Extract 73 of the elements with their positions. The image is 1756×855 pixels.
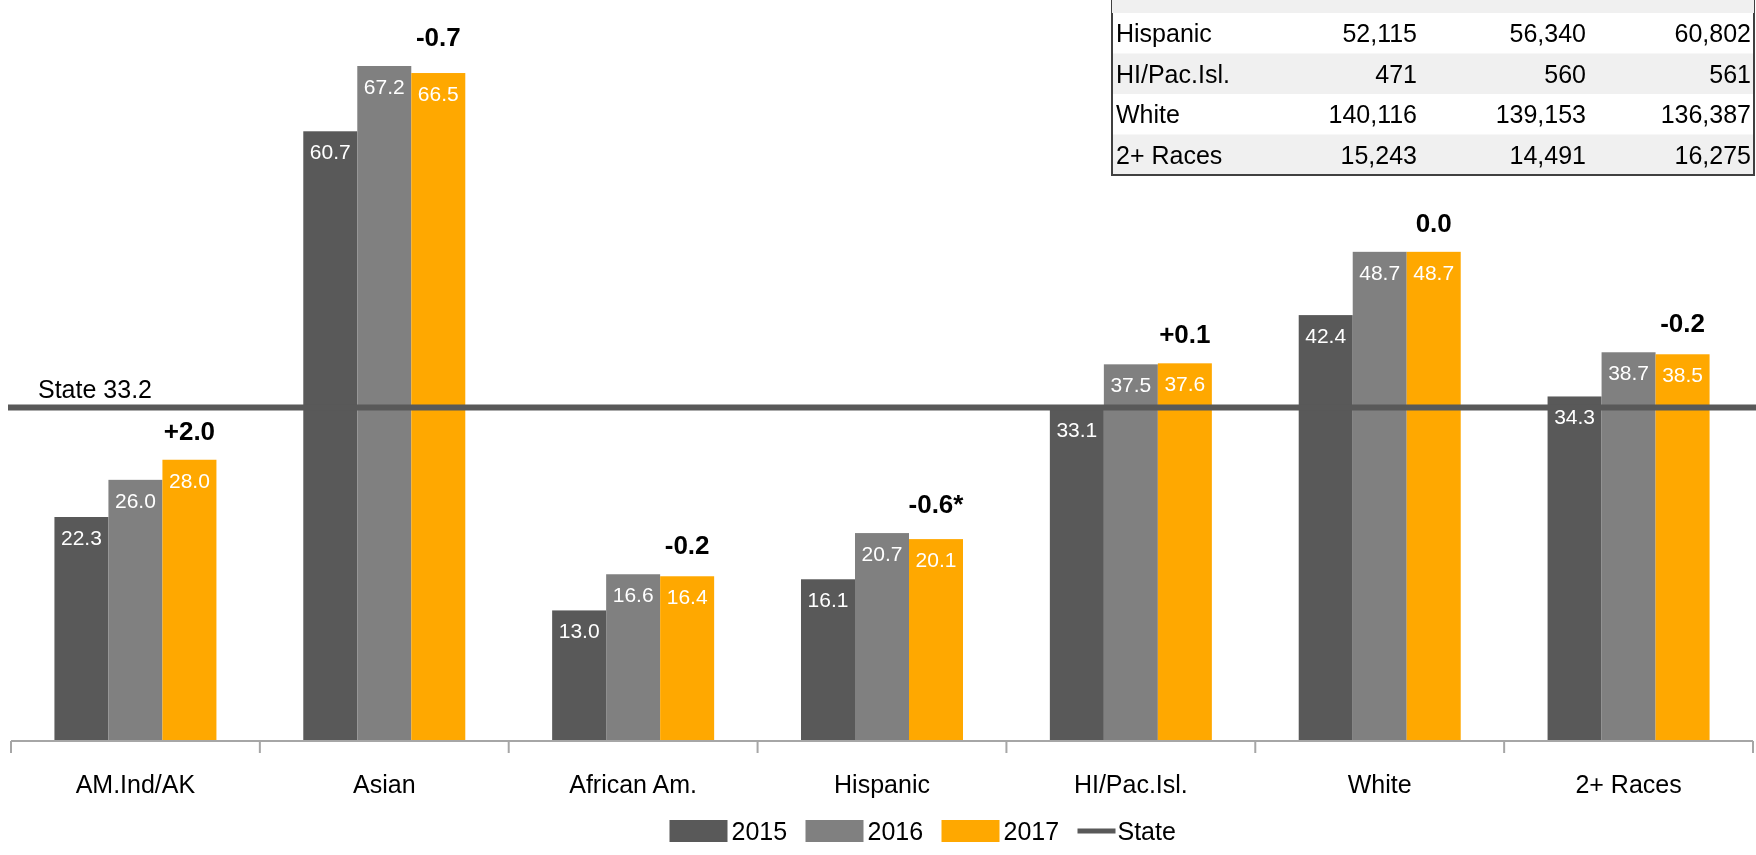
data-label: 60.7 <box>309 140 351 164</box>
x-tick-label: Hispanic <box>834 770 930 798</box>
x-tick-label: AM.Ind/AK <box>75 770 196 798</box>
text: 52,115 <box>1342 19 1417 48</box>
data-label: 37.5 <box>1110 373 1152 397</box>
data-label: 33.1 <box>1056 417 1098 441</box>
data-label: 13.0 <box>558 619 600 643</box>
x-tick-label: Asian <box>353 770 416 798</box>
annotation: White <box>1116 100 1180 129</box>
x-tick-label: HI/Pac.Isl. <box>1073 770 1188 798</box>
text: -0.7 <box>415 22 461 52</box>
annotation: -0.2 <box>1660 308 1705 339</box>
text: 56,340 <box>1509 19 1586 48</box>
data-label: 28.0 <box>168 468 210 492</box>
legend-label: State <box>1117 817 1176 845</box>
annotation: 140,116 <box>1328 100 1417 129</box>
bar <box>1103 364 1158 741</box>
data-label: 16.1 <box>807 588 849 612</box>
legend-label: 2017 <box>1003 817 1060 845</box>
annotation: 561 <box>1709 59 1751 88</box>
bar <box>801 579 855 741</box>
data-label: 38.5 <box>1662 363 1704 387</box>
text: 60,802 <box>1674 19 1751 48</box>
data-label: 34.3 <box>1554 405 1596 429</box>
data-label: 22.3 <box>60 526 102 549</box>
annotation: State 33.2 <box>38 374 152 403</box>
data-label: 48.7 <box>1413 260 1455 284</box>
annotation: 2+ Races <box>1116 140 1223 169</box>
bar <box>552 610 607 741</box>
annotation: 560 <box>1544 59 1586 88</box>
data-label: 16.6 <box>612 583 654 607</box>
annotation: -0.6* <box>908 489 965 520</box>
annotation: 471 <box>1375 59 1417 88</box>
annotation: +2.0 <box>163 415 216 446</box>
bar <box>1406 251 1461 741</box>
bar <box>1601 352 1656 741</box>
annotation: -0.2 <box>664 530 710 561</box>
annotation: 139,153 <box>1495 100 1586 129</box>
legend-label: 2015 <box>731 817 788 845</box>
data-label: 66.5 <box>417 82 459 106</box>
bar <box>660 576 715 741</box>
bar <box>855 533 909 741</box>
data-label: 42.4 <box>1305 324 1347 348</box>
x-tick-label: 2+ Races <box>1575 770 1682 798</box>
text: Hispanic <box>1116 19 1212 48</box>
data-label: 16.4 <box>666 585 708 609</box>
bar <box>411 73 466 741</box>
data-label: 67.2 <box>363 75 405 98</box>
annotation: 136,387 <box>1660 100 1751 129</box>
annotation: 15,243 <box>1340 140 1417 169</box>
annotation: +0.1 <box>1159 319 1211 350</box>
bar <box>162 459 217 741</box>
bar <box>1352 251 1407 741</box>
data-label: 26.0 <box>114 488 156 512</box>
bar <box>909 539 963 741</box>
annotation: 16,275 <box>1674 140 1751 169</box>
legend-label: 2016 <box>867 817 924 845</box>
bar <box>357 66 412 741</box>
annotation: 14,491 <box>1509 140 1586 169</box>
annotation: HI/Pac.Isl. <box>1116 59 1230 88</box>
bar <box>54 517 109 741</box>
bar <box>1157 363 1212 741</box>
data-label: 48.7 <box>1359 260 1401 284</box>
bar <box>1655 354 1710 741</box>
x-tick-label: White <box>1347 770 1412 798</box>
bar <box>606 574 661 741</box>
data-label: 20.1 <box>915 548 957 572</box>
annotation: 0.0 <box>1415 207 1452 238</box>
x-tick-label: African Am. <box>569 770 698 798</box>
data-label: 38.7 <box>1608 361 1650 385</box>
data-label: 37.6 <box>1164 372 1206 396</box>
bar <box>108 479 163 741</box>
data-label: 20.7 <box>861 542 903 566</box>
